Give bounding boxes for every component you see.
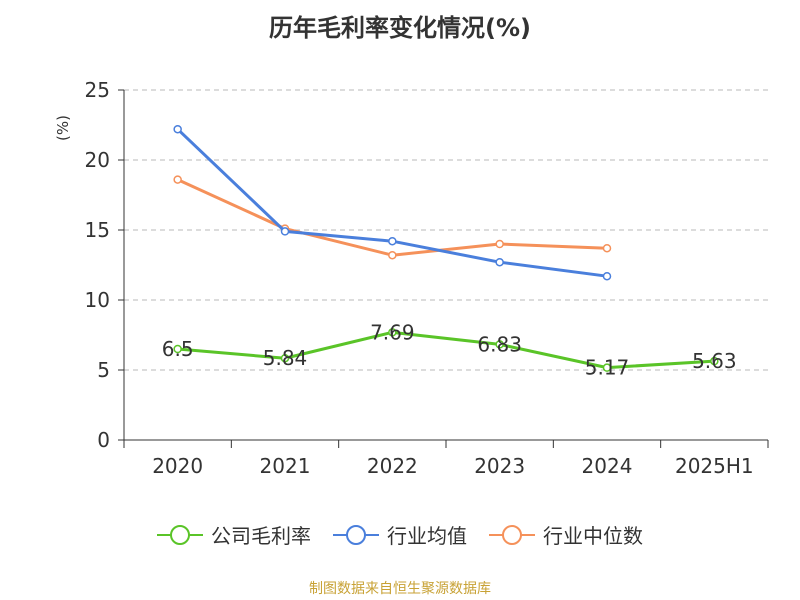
data-label: 6.83	[477, 332, 522, 356]
x-tick-label: 2024	[582, 454, 633, 478]
data-point	[495, 239, 504, 249]
x-tick-label: 2021	[260, 454, 311, 478]
series-line-0	[177, 330, 715, 370]
y-tick-label: 5	[97, 358, 110, 382]
data-point	[173, 175, 182, 184]
y-tick-label: 20	[85, 148, 110, 172]
legend-label-industry-mean: 行业均值	[387, 524, 467, 548]
axes: 0 5 10 15 20 25 2020 2021 2022 2023 2024 2025H1	[85, 78, 769, 478]
x-tick-label: 2020	[152, 454, 203, 478]
legend: 公司毛利率 行业均值 行业中位数	[0, 520, 800, 549]
x-tick-label: 2022	[367, 454, 418, 478]
legend-item-industry-median[interactable]: 行业中位数	[489, 520, 643, 549]
data-label: 5.84	[263, 346, 308, 370]
y-tick-label: 0	[97, 428, 110, 452]
data-point	[602, 271, 612, 281]
data-point	[173, 344, 182, 354]
data-point	[602, 243, 612, 253]
legend-label-industry-median: 行业中位数	[543, 524, 643, 548]
data-label: 5.63	[692, 349, 737, 373]
data-point	[495, 340, 504, 349]
data-point	[280, 227, 290, 236]
legend-label-company: 公司毛利率	[211, 524, 311, 548]
y-axis-unit-label: (%)	[54, 115, 72, 141]
data-point	[495, 257, 504, 267]
legend-item-company[interactable]: 公司毛利率	[157, 520, 311, 549]
x-tick-label: 2023	[474, 454, 525, 478]
y-tick-label: 25	[85, 78, 110, 102]
x-tick-label: 2025H1	[675, 454, 754, 478]
data-label: 5.17	[585, 356, 630, 380]
data-point	[710, 356, 719, 366]
source-note: 制图数据来自恒生聚源数据库	[309, 581, 491, 597]
data-point	[280, 353, 290, 363]
data-point	[388, 250, 397, 260]
chart-title: 历年毛利率变化情况(%)	[269, 14, 531, 42]
legend-marker-company	[157, 524, 203, 545]
legend-item-industry-mean[interactable]: 行业均值	[333, 520, 467, 549]
data-point	[602, 363, 612, 372]
data-point	[173, 124, 182, 134]
data-label: 6.5	[162, 337, 194, 361]
series-lines	[173, 124, 719, 372]
data-labels: 6.5 5.84 7.69 6.83 5.17 5.63	[162, 320, 737, 379]
grid-lines	[124, 89, 768, 371]
data-point	[388, 236, 397, 246]
legend-marker-industry-median	[489, 524, 535, 545]
y-tick-label: 10	[85, 288, 110, 312]
legend-marker-industry-mean	[333, 524, 379, 545]
data-point	[388, 328, 397, 337]
y-tick-label: 15	[85, 218, 110, 242]
data-label: 7.69	[370, 320, 415, 344]
